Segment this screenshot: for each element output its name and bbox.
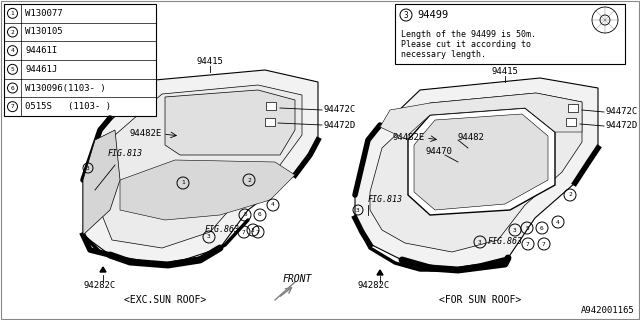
Text: W130077: W130077	[25, 9, 63, 18]
Text: FIG.813: FIG.813	[368, 196, 403, 204]
Bar	[266, 102, 276, 110]
Text: FIG.863: FIG.863	[488, 237, 523, 246]
Text: 94472C: 94472C	[323, 106, 355, 115]
Text: <EXC.SUN ROOF>: <EXC.SUN ROOF>	[124, 295, 206, 305]
Text: 94482: 94482	[458, 133, 485, 142]
Text: 4: 4	[271, 203, 275, 207]
Text: 3: 3	[404, 11, 408, 20]
Text: 3: 3	[207, 235, 211, 239]
Polygon shape	[120, 160, 295, 220]
Text: <FOR SUN ROOF>: <FOR SUN ROOF>	[439, 295, 521, 305]
Text: 4: 4	[556, 220, 560, 225]
Text: 3: 3	[356, 207, 360, 212]
Text: 0515S   (1103- ): 0515S (1103- )	[25, 102, 111, 111]
Text: 3: 3	[251, 228, 255, 233]
Text: Length of the 94499 is 50m.: Length of the 94499 is 50m.	[401, 30, 536, 39]
Text: 3: 3	[86, 165, 90, 171]
Text: 94461J: 94461J	[25, 65, 57, 74]
Bar	[265, 118, 275, 126]
Text: 4: 4	[11, 48, 14, 53]
Text: 7: 7	[242, 229, 246, 235]
Polygon shape	[377, 270, 383, 275]
Text: 2: 2	[568, 193, 572, 197]
Text: 94472D: 94472D	[323, 121, 355, 130]
Text: 6: 6	[258, 212, 262, 218]
Text: FIG.863: FIG.863	[205, 226, 240, 235]
Text: 94472C: 94472C	[605, 108, 637, 116]
Text: 2: 2	[247, 178, 251, 182]
Text: 94470: 94470	[425, 148, 452, 156]
Text: 94415: 94415	[492, 68, 518, 76]
Text: 2: 2	[11, 29, 14, 35]
Text: 7: 7	[256, 229, 260, 235]
Text: 5: 5	[11, 67, 14, 72]
Text: necessary length.: necessary length.	[401, 50, 486, 59]
Polygon shape	[100, 85, 302, 248]
Polygon shape	[408, 108, 555, 215]
Text: Please cut it according to: Please cut it according to	[401, 40, 531, 49]
Bar	[4, 4, 156, 116]
Polygon shape	[165, 90, 295, 155]
Polygon shape	[414, 114, 548, 210]
Text: 94482E: 94482E	[393, 133, 425, 142]
Text: 94282C: 94282C	[358, 281, 390, 290]
Text: 1: 1	[181, 180, 185, 186]
Text: W130105: W130105	[25, 28, 63, 36]
Text: 7: 7	[526, 242, 530, 246]
Text: 5: 5	[243, 212, 247, 218]
Text: 94461I: 94461I	[25, 46, 57, 55]
Bar	[566, 118, 576, 126]
Text: W130096(1103- ): W130096(1103- )	[25, 84, 106, 92]
Text: 3: 3	[513, 228, 517, 233]
Text: 94472D: 94472D	[605, 122, 637, 131]
Text: 6: 6	[540, 226, 544, 230]
Text: 3: 3	[478, 239, 482, 244]
Text: 6: 6	[11, 85, 14, 91]
Polygon shape	[355, 78, 598, 270]
Polygon shape	[100, 267, 106, 272]
Polygon shape	[83, 70, 318, 265]
Bar	[568, 104, 578, 112]
Text: 94499: 94499	[417, 10, 448, 20]
Polygon shape	[380, 93, 582, 140]
Text: 94482E: 94482E	[130, 130, 162, 139]
Text: 94415: 94415	[196, 58, 223, 67]
Text: 7: 7	[11, 104, 14, 109]
Polygon shape	[83, 130, 120, 235]
Text: 94282C: 94282C	[83, 281, 115, 290]
Text: FIG.813: FIG.813	[108, 149, 143, 158]
Text: A942001165: A942001165	[581, 306, 635, 315]
Text: 1: 1	[11, 11, 14, 16]
Text: 7: 7	[542, 242, 546, 246]
Polygon shape	[370, 93, 582, 252]
Text: FRONT: FRONT	[283, 274, 312, 284]
Bar	[395, 4, 625, 64]
Text: 5: 5	[525, 226, 529, 230]
